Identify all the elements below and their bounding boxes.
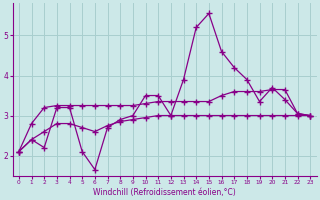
X-axis label: Windchill (Refroidissement éolien,°C): Windchill (Refroidissement éolien,°C) [93,188,236,197]
